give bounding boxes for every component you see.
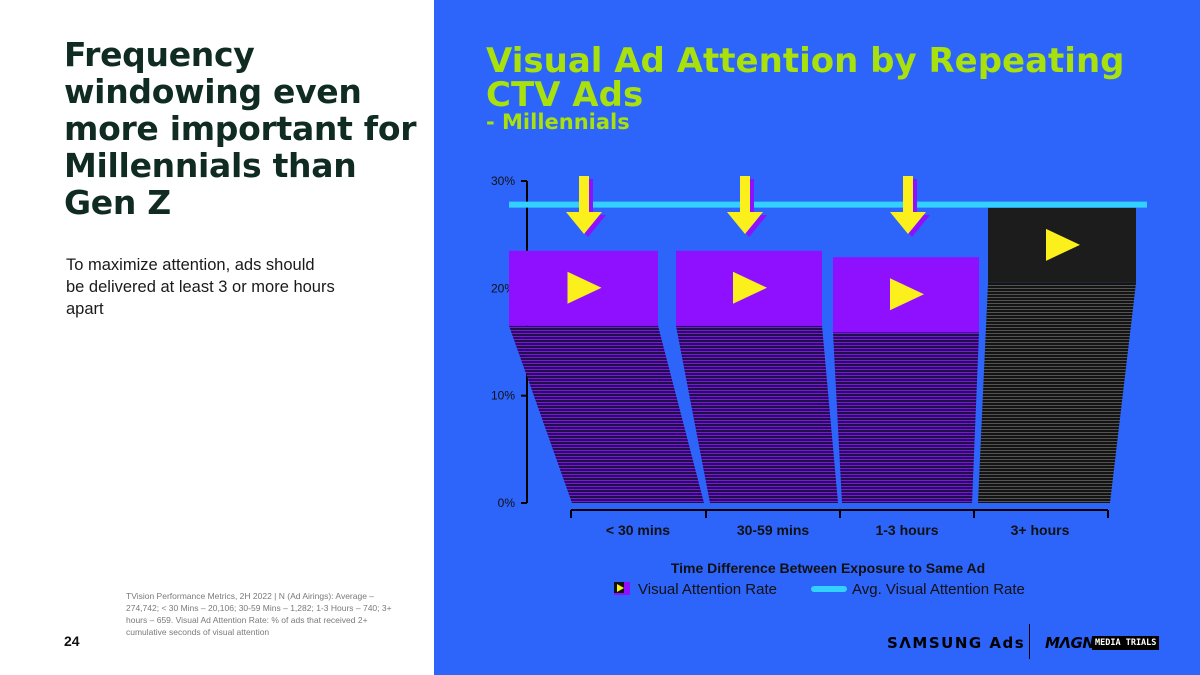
bar-body	[833, 332, 979, 503]
logo-divider	[1029, 624, 1030, 659]
y-tick-label: 30%	[491, 174, 515, 188]
play-icon	[567, 271, 602, 304]
bar-body	[509, 325, 704, 503]
legend-label: Visual Attention Rate	[638, 581, 777, 598]
y-tick-label: 0%	[498, 496, 516, 510]
source-note: TVision Performance Metrics, 2H 2022 | N…	[126, 591, 392, 637]
media-trials-logo: MEDIA TRIALS	[1092, 636, 1160, 650]
legend-label: Avg. Visual Attention Rate	[852, 581, 1025, 598]
x-axis-title: Time Difference Between Exposure to Same…	[671, 560, 985, 576]
down-arrow-icon	[727, 176, 763, 234]
play-icon	[733, 271, 767, 304]
x-tick-label: 1-3 hours	[875, 522, 938, 538]
down-arrow-icon	[566, 176, 602, 234]
left-panel: Frequency windowing even more important …	[0, 0, 434, 675]
bar-body	[676, 325, 838, 503]
legend-play-icon	[617, 584, 624, 592]
slide-subtext: To maximize attention, ads should be del…	[66, 256, 335, 318]
y-tick-label: 10%	[491, 389, 515, 403]
slide-headline: Frequency windowing even more important …	[64, 35, 417, 222]
chart-subtitle: - Millennials	[486, 110, 630, 134]
play-icon	[1046, 228, 1080, 261]
magna-logo: MΛGNA	[1045, 634, 1106, 652]
samsung-ads-logo: SΛMSUNG Ads	[887, 634, 1026, 652]
page-number: 24	[64, 633, 80, 649]
x-tick-label: 30-59 mins	[737, 522, 810, 538]
down-arrow-icon	[890, 176, 926, 234]
x-tick-label: 3+ hours	[1011, 522, 1070, 538]
play-icon	[890, 278, 924, 311]
chart-title: Visual Ad Attention by Repeating CTV Ads	[486, 41, 1125, 115]
bar-body	[978, 282, 1136, 503]
x-tick-label: < 30 mins	[606, 522, 670, 538]
